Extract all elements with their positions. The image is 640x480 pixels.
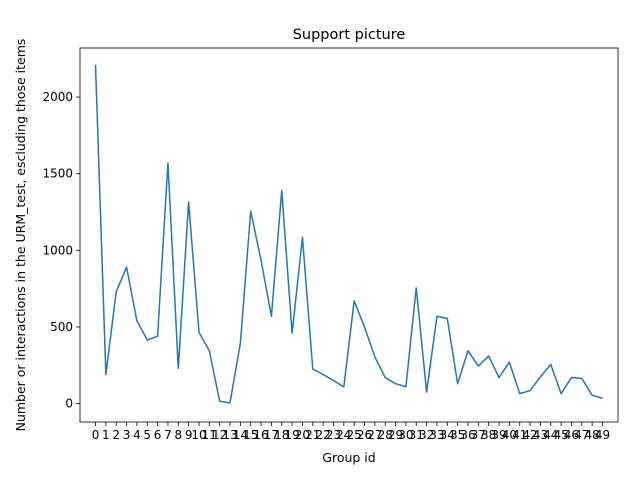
x-tick-label: 20 [295, 428, 310, 442]
x-tick-label: 14 [233, 428, 248, 442]
x-tick-label: 48 [584, 428, 599, 442]
x-tick-label: 27 [367, 428, 382, 442]
x-tick-label: 25 [347, 428, 362, 442]
x-tick-label: 15 [243, 428, 258, 442]
x-tick-label: 11 [202, 428, 217, 442]
x-tick-label: 2 [112, 428, 120, 442]
x-tick-label: 39 [491, 428, 506, 442]
x-tick-label: 31 [409, 428, 424, 442]
x-tick-label: 8 [174, 428, 182, 442]
x-tick-label: 18 [274, 428, 289, 442]
y-tick-label: 500 [50, 320, 73, 334]
x-tick-label: 33 [429, 428, 444, 442]
x-tick-label: 46 [564, 428, 579, 442]
y-tick-label: 2000 [42, 90, 73, 104]
x-tick-label: 3 [123, 428, 131, 442]
x-tick-label: 43 [533, 428, 548, 442]
chart-title: Support picture [293, 27, 406, 43]
y-tick-label: 0 [65, 397, 73, 411]
x-tick-label: 45 [553, 428, 568, 442]
x-tick-label: 24 [336, 428, 351, 442]
x-tick-label: 26 [357, 428, 372, 442]
x-tick-label: 44 [543, 428, 558, 442]
x-tick-label: 16 [253, 428, 268, 442]
x-tick-label: 47 [574, 428, 589, 442]
x-tick-label: 49 [595, 428, 610, 442]
x-tick-label: 22 [315, 428, 330, 442]
x-tick-label: 23 [326, 428, 341, 442]
x-tick-label: 4 [133, 428, 141, 442]
y-axis-label: Number or interactions in the URM_test, … [13, 39, 28, 432]
y-axis: 0 500 1000 1500 2000 [42, 90, 80, 411]
series-line [94, 64, 603, 404]
x-tick-label: 10 [191, 428, 206, 442]
x-axis-label: Group id [322, 450, 375, 465]
x-axis: 0 1 2 3 4 5 6 7 8 9101112131415161718192021222324… [92, 422, 610, 442]
x-tick-label: 1 [102, 428, 110, 442]
x-tick-label: 36 [460, 428, 475, 442]
plot-background [80, 48, 638, 422]
x-tick-label: 38 [481, 428, 496, 442]
x-tick-label: 13 [222, 428, 237, 442]
x-tick-label: 28 [378, 428, 393, 442]
x-tick-label: 9 [185, 428, 193, 442]
y-tick-label: 1000 [42, 243, 73, 257]
y-tick-label: 1500 [42, 167, 73, 181]
x-tick-label: 42 [522, 428, 537, 442]
plot-frame [79, 47, 619, 423]
x-tick-label: 12 [212, 428, 227, 442]
x-tick-label: 21 [305, 428, 320, 442]
x-tick-label: 19 [284, 428, 299, 442]
x-tick-label: 35 [450, 428, 465, 442]
x-tick-label: 17 [264, 428, 279, 442]
x-tick-label: 32 [419, 428, 434, 442]
x-tick-label: 40 [502, 428, 517, 442]
x-tick-label: 29 [388, 428, 403, 442]
x-tick-label: 37 [471, 428, 486, 442]
x-tick-label: 41 [512, 428, 527, 442]
x-tick-label: 6 [154, 428, 162, 442]
x-tick-label: 30 [398, 428, 413, 442]
x-tick-label: 0 [92, 428, 100, 442]
x-tick-label: 5 [143, 428, 151, 442]
x-tick-label: 34 [440, 428, 455, 442]
x-tick-label: 7 [164, 428, 172, 442]
